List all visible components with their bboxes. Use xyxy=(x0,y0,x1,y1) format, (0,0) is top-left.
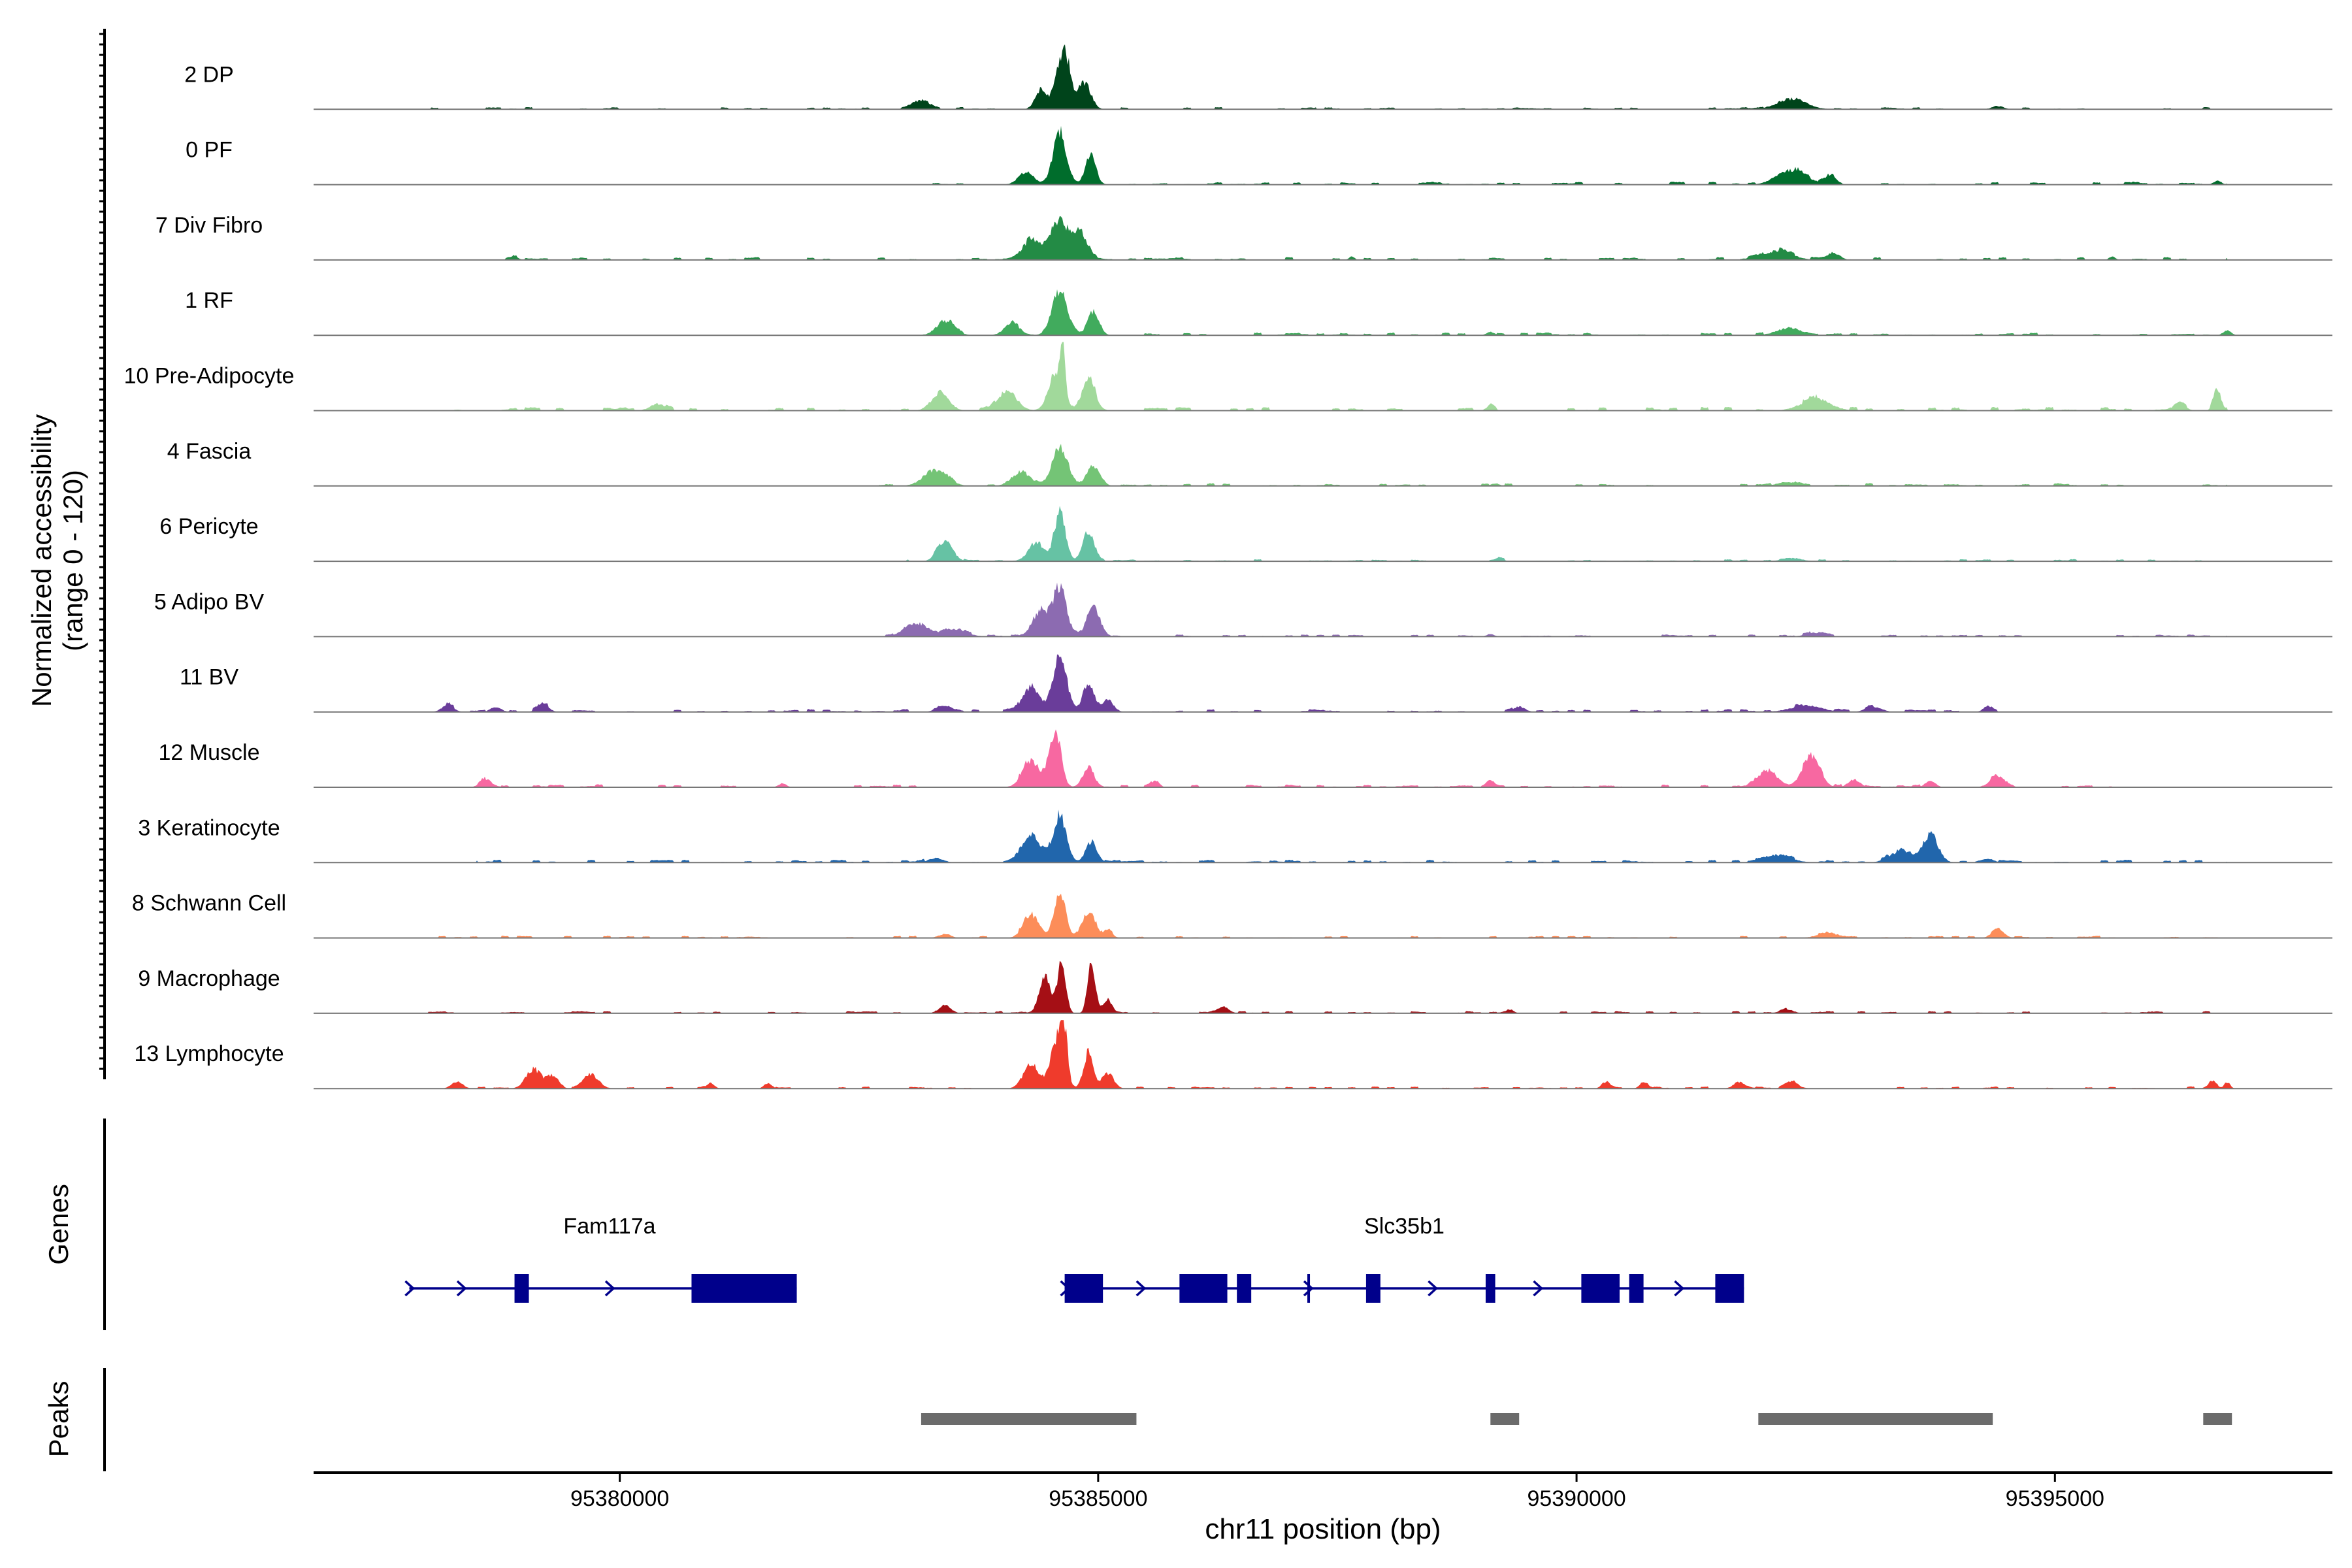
strand-arrow xyxy=(1674,1280,1685,1297)
exon xyxy=(1629,1274,1644,1303)
gene-label: Slc35b1 xyxy=(1364,1214,1445,1239)
coverage-area xyxy=(314,289,2332,336)
track-8: 11 BV xyxy=(180,654,2332,713)
track-12: 9 Macrophage xyxy=(138,960,2332,1014)
coverage-area xyxy=(314,1020,2332,1089)
genes-panel: Genes Fam117a Slc35b1 xyxy=(43,1119,1744,1330)
peak-region xyxy=(2203,1413,2232,1425)
track-11: 8 Schwann Cell xyxy=(132,891,2332,939)
exon xyxy=(691,1274,797,1303)
track-13: 13 Lymphocyte xyxy=(134,1020,2332,1090)
coverage-area xyxy=(314,729,2332,787)
coverage-area xyxy=(314,582,2332,637)
peaks-label: Peaks xyxy=(43,1381,74,1458)
strand-arrow xyxy=(456,1280,467,1297)
coverage-area xyxy=(314,125,2332,185)
x-axis-label: chr11 position (bp) xyxy=(1205,1513,1441,1545)
track-0: 2 DP xyxy=(184,44,2332,110)
track-6: 6 Pericyte xyxy=(159,506,2332,563)
gene-models: Fam117a Slc35b1 xyxy=(404,1214,1744,1303)
exon xyxy=(1179,1274,1228,1303)
exon xyxy=(514,1274,529,1303)
coverage-area xyxy=(314,444,2332,486)
coverage-tracks: 2 DP 0 PF 7 Div Fibro 1 RF 10 Pre-Adipocyte 4… xyxy=(124,44,2332,1090)
track-label: 11 BV xyxy=(180,665,238,690)
track-label: 12 Muscle xyxy=(159,740,260,765)
exon xyxy=(1715,1274,1744,1303)
y-axis-range-label: (range 0 - 120) xyxy=(57,470,88,651)
track-label: 6 Pericyte xyxy=(159,514,258,539)
x-tick-label: 95385000 xyxy=(1049,1486,1147,1511)
exon xyxy=(1581,1274,1620,1303)
strand-arrow xyxy=(604,1280,615,1297)
track-label: 0 PF xyxy=(186,138,233,163)
strand-arrow xyxy=(1428,1280,1438,1297)
strand-arrow xyxy=(1303,1280,1314,1297)
peaks-panel: Peaks xyxy=(43,1368,2232,1471)
peak-region xyxy=(921,1413,1137,1425)
peak-region xyxy=(1490,1413,1520,1425)
genes-label: Genes xyxy=(43,1184,74,1265)
track-label: 8 Schwann Cell xyxy=(132,891,286,916)
coverage-area xyxy=(314,342,2332,411)
track-label: 9 Macrophage xyxy=(138,966,280,991)
track-3: 1 RF xyxy=(185,288,2332,336)
y-axis: Normalized accessibility (range 0 - 120) xyxy=(26,29,106,1079)
gene-fam117a: Fam117a xyxy=(404,1214,797,1303)
track-label: 4 Fascia xyxy=(167,439,252,464)
track-5: 4 Fascia xyxy=(167,439,2332,487)
strand-arrow xyxy=(404,1280,416,1297)
exon xyxy=(1485,1274,1495,1303)
track-7: 5 Adipo BV xyxy=(154,582,2332,638)
x-axis: 95380000 95385000 95390000 95395000 chr11 p… xyxy=(314,1471,2332,1545)
track-10: 3 Keratinocyte xyxy=(138,809,2332,864)
y-axis-label: Normalized accessibility xyxy=(26,414,57,707)
coverage-area xyxy=(314,960,2332,1013)
track-1: 0 PF xyxy=(186,125,2332,186)
gene-slc35b1: Slc35b1 xyxy=(1060,1214,1744,1303)
exon xyxy=(1237,1274,1252,1303)
track-2: 7 Div Fibro xyxy=(155,213,2332,261)
x-tick-label: 95390000 xyxy=(1527,1486,1625,1511)
exon xyxy=(1365,1274,1380,1303)
peak-regions xyxy=(921,1413,2232,1425)
x-axis-ticks: 95380000 95385000 95390000 95395000 xyxy=(570,1473,2104,1511)
track-label: 3 Keratinocyte xyxy=(138,815,280,840)
track-4: 10 Pre-Adipocyte xyxy=(124,342,2332,412)
coverage-area xyxy=(314,506,2332,562)
track-label: 5 Adipo BV xyxy=(154,589,265,614)
track-label: 1 RF xyxy=(185,288,233,313)
strand-arrow xyxy=(1533,1280,1544,1297)
coverage-area xyxy=(314,216,2332,260)
coverage-area xyxy=(314,654,2332,712)
coverage-area xyxy=(314,44,2332,110)
peak-region xyxy=(1758,1413,1993,1425)
gene-label: Fam117a xyxy=(563,1214,655,1239)
y-axis-ticks xyxy=(99,33,105,1070)
track-label: 10 Pre-Adipocyte xyxy=(124,364,295,389)
strand-arrow xyxy=(1135,1280,1147,1297)
track-label: 13 Lymphocyte xyxy=(134,1041,284,1066)
track-label: 7 Div Fibro xyxy=(155,213,263,238)
coverage-area xyxy=(314,893,2332,938)
x-tick-label: 95395000 xyxy=(2006,1486,2104,1511)
exon xyxy=(1064,1274,1103,1303)
x-tick-label: 95380000 xyxy=(570,1486,669,1511)
track-label: 2 DP xyxy=(184,62,234,87)
coverage-area xyxy=(314,809,2332,863)
track-9: 12 Muscle xyxy=(159,729,2332,788)
